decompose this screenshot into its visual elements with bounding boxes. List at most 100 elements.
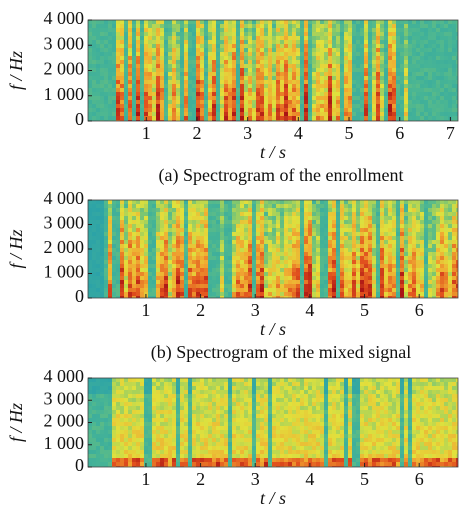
spectrogram-cell (424, 72, 428, 76)
spectrogram-cell (268, 292, 272, 296)
spectrogram-cell (316, 220, 320, 224)
spectrogram-cell (196, 212, 200, 216)
spectrogram-cell (432, 116, 436, 120)
spectrogram-cell (256, 248, 260, 252)
spectrogram-cell (232, 64, 236, 68)
spectrogram-cell (116, 200, 120, 204)
spectrogram-cell (256, 256, 260, 260)
spectrogram-cell (148, 288, 152, 292)
spectrogram-cell (120, 48, 124, 52)
spectrogram-cell (380, 116, 384, 120)
spectrogram-cell (432, 40, 436, 44)
spectrogram-cell (356, 56, 360, 60)
spectrogram-cell (404, 216, 408, 220)
spectrogram-cell (104, 406, 108, 410)
spectrogram-cell (116, 410, 120, 414)
spectrogram-cell (240, 228, 244, 232)
spectrogram-cell (272, 256, 276, 260)
spectrogram-cell (88, 40, 92, 44)
spectrogram-cell (112, 104, 116, 108)
spectrogram-cell (132, 56, 136, 60)
spectrogram-cell (428, 44, 432, 48)
spectrogram-cell (452, 92, 456, 96)
spectrogram-cell (272, 208, 276, 212)
spectrogram-cell (128, 92, 132, 96)
spectrogram-cell (208, 96, 212, 100)
spectrogram-cell (236, 280, 240, 284)
spectrogram-cell (96, 32, 100, 36)
spectrogram-cell (184, 52, 188, 56)
spectrogram-cell (308, 228, 312, 232)
spectrogram-cell (196, 76, 200, 80)
spectrogram-cell (240, 44, 244, 48)
spectrogram-cell (292, 84, 296, 88)
spectrogram-cell (184, 264, 188, 268)
spectrogram-cell (448, 96, 452, 100)
spectrogram-cell (88, 288, 92, 292)
spectrogram-cell (440, 208, 444, 212)
spectrogram-cell (352, 104, 356, 108)
spectrogram-cell (192, 264, 196, 268)
spectrogram-cell (400, 40, 404, 44)
spectrogram-cell (180, 268, 184, 272)
spectrogram-cell (268, 268, 272, 272)
spectrogram-cell (188, 68, 192, 72)
spectrogram-cell (316, 52, 320, 56)
spectrogram-cell (408, 280, 412, 284)
spectrogram-cell (416, 116, 420, 120)
spectrogram-cell (248, 240, 252, 244)
spectrogram-cell (412, 44, 416, 48)
spectrogram-cell (92, 410, 96, 414)
spectrogram-cell (328, 84, 332, 88)
spectrogram-cell (144, 244, 148, 248)
spectrogram-cell (240, 216, 244, 220)
spectrogram-cell (300, 240, 304, 244)
spectrogram-cell (112, 32, 116, 36)
spectrogram-cell (408, 248, 412, 252)
spectrogram-cell (328, 216, 332, 220)
spectrogram-cell (108, 44, 112, 48)
spectrogram-cell (220, 268, 224, 272)
spectrogram-cell (368, 288, 372, 292)
spectrogram-cell (388, 232, 392, 236)
spectrogram-cell (112, 398, 116, 402)
spectrogram-cell (92, 422, 96, 426)
spectrogram-cell (328, 236, 332, 240)
spectrogram-cell (228, 112, 232, 116)
spectrogram-cell (404, 252, 408, 256)
spectrogram-cell (324, 268, 328, 272)
spectrogram-cell (152, 224, 156, 228)
spectrogram-cell (396, 228, 400, 232)
spectrogram-cell (160, 244, 164, 248)
spectrogram-cell (100, 84, 104, 88)
spectrogram-cell (396, 60, 400, 64)
spectrogram-cell (376, 244, 380, 248)
spectrogram-cell (240, 104, 244, 108)
spectrogram-cell (148, 40, 152, 44)
spectrogram-cell (292, 260, 296, 264)
spectrogram-cell (384, 236, 388, 240)
spectrogram-cell (344, 264, 348, 268)
spectrogram-cell (244, 228, 248, 232)
spectrogram-cell (336, 84, 340, 88)
spectrogram-cell (124, 292, 128, 296)
spectrogram-cell (228, 68, 232, 72)
spectrogram-cell (292, 244, 296, 248)
spectrogram-cell (444, 32, 448, 36)
spectrogram-cell (100, 204, 104, 208)
spectrogram-cell (272, 64, 276, 68)
spectrogram-cell (236, 116, 240, 120)
spectrogram-cell (396, 40, 400, 44)
spectrogram-cell (140, 256, 144, 260)
spectrogram-cell (188, 264, 192, 268)
spectrogram-cell (212, 232, 216, 236)
spectrogram-cell (384, 272, 388, 276)
spectrogram-cell (144, 232, 148, 236)
spectrogram-cell (344, 284, 348, 288)
spectrogram-cell (416, 224, 420, 228)
spectrogram-cell (236, 40, 240, 44)
spectrogram-cell (268, 32, 272, 36)
spectrogram-cell (276, 232, 280, 236)
spectrogram-cell (340, 244, 344, 248)
spectrogram-cell (384, 72, 388, 76)
